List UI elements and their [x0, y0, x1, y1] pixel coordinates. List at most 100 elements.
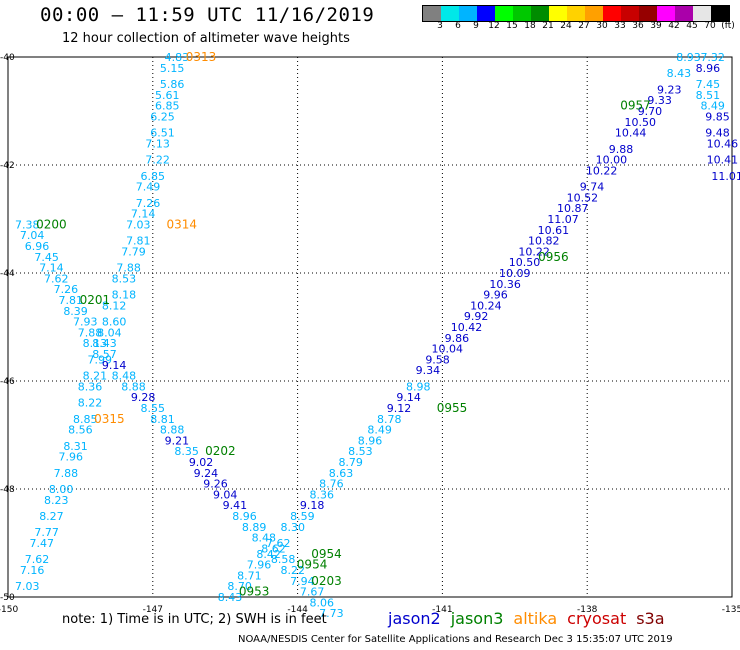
data-point-jason3: 7.04: [20, 229, 45, 242]
data-point-jason2: 8.98: [406, 380, 431, 393]
colorbar-swatch: [495, 6, 513, 21]
x-tick-label: -144: [287, 605, 308, 615]
data-point-cryosat: 8.49: [700, 100, 725, 113]
data-point-jason3: 8.48: [112, 370, 137, 383]
data-point-altika: 7.79: [121, 245, 146, 258]
colorbar-tick-label: (ft): [721, 21, 735, 31]
data-point-jason3: 9.21: [165, 434, 190, 447]
data-point-altika: 7.88: [54, 467, 79, 480]
data-point-altika: 4.83: [165, 51, 190, 64]
data-point-jason3: 8.88: [160, 424, 185, 437]
data-point-jason2: 10.22: [586, 164, 618, 177]
data-point-jason2: 9.18: [300, 499, 325, 512]
colorbar-swatch: [567, 6, 585, 21]
data-point-altika: 7.77: [34, 526, 59, 539]
colorbar: [422, 5, 730, 22]
colorbar-swatch: [693, 6, 711, 21]
data-point-jason2: 9.34: [416, 364, 441, 377]
data-point-jason2: 8.79: [338, 456, 363, 469]
colorbar-swatch: [711, 6, 729, 21]
data-point-jason3: 9.41: [223, 499, 248, 512]
data-point-jason3: 8.55: [141, 402, 166, 415]
data-point-jason3: 9.14: [102, 359, 127, 372]
data-point-jason3: 7.94: [290, 575, 315, 588]
data-point-jason2: 8.96: [358, 434, 383, 447]
chart-title: 00:00 – 11:59 UTC 11/16/2019: [40, 4, 375, 26]
plot-frame: [7, 56, 733, 598]
data-point-jason3: 8.96: [232, 510, 257, 523]
satellite-legend: jason2 jason3 altika cryosat s3a: [388, 609, 675, 628]
data-point-jason2: 9.14: [396, 391, 421, 404]
data-point-altika: 7.14: [131, 208, 156, 221]
data-point-jason3: 8.88: [121, 380, 146, 393]
data-point-jason3: 7.93: [73, 316, 98, 329]
data-point-altika: 6.85: [155, 100, 180, 113]
x-tick-label: -138: [577, 605, 598, 615]
data-point-jason2: 10.04: [431, 343, 463, 356]
legend-s3a: s3a: [636, 609, 665, 628]
colorbar-tick-label: 9: [473, 21, 479, 31]
data-point-jason2: 8.93: [676, 51, 701, 64]
data-point-jason3: 8.89: [242, 521, 267, 534]
data-point-altika: 7.47: [30, 537, 55, 550]
y-tick-label: -42: [0, 161, 15, 171]
data-point-jason2: 7.62: [266, 537, 291, 550]
time-label: 0200: [36, 217, 67, 231]
colorbar-swatch: [657, 6, 675, 21]
data-point-altika: 8.21: [83, 370, 108, 383]
colorbar-swatch: [531, 6, 549, 21]
colorbar-tick-label: 39: [650, 21, 662, 31]
data-point-jason3: 7.14: [39, 262, 64, 275]
data-point-jason3: 7.88: [78, 326, 103, 339]
colorbar-tick-label: 33: [614, 21, 626, 31]
colorbar-tick-label: 27: [578, 21, 590, 31]
data-point-altika: 7.99: [87, 353, 112, 366]
data-point-cryosat: 11.01: [711, 170, 740, 183]
time-label: 0201: [80, 293, 111, 307]
data-point-jason3: 9.26: [203, 478, 228, 491]
data-point-jason2: 10.52: [567, 191, 599, 204]
colorbar-swatch: [423, 6, 441, 21]
data-point-altika: 8.85: [73, 413, 98, 426]
data-point-altika: 7.26: [136, 197, 161, 210]
data-point-altika: 7.13: [145, 137, 170, 150]
credit-line: NOAA/NESDIS Center for Satellite Applica…: [238, 634, 673, 645]
data-point-altika: 8.60: [102, 316, 127, 329]
colorbar-tick-label: 21: [542, 21, 554, 31]
data-point-jason2: 9.86: [445, 332, 470, 345]
data-point-altika: 6.25: [150, 110, 175, 123]
data-point-jason2: 10.44: [615, 127, 647, 140]
colorbar-tick-label: 30: [596, 21, 608, 31]
colorbar-swatch: [513, 6, 531, 21]
data-point-altika: 7.16: [20, 564, 45, 577]
colorbar-swatch: [585, 6, 603, 21]
data-point-altika: 7.03: [126, 218, 151, 231]
data-point-jason2: 9.23: [657, 83, 682, 96]
colorbar-swatch: [639, 6, 657, 21]
colorbar-tick-label: 15: [506, 21, 518, 31]
data-point-cryosat: 8.96: [696, 62, 721, 75]
data-point-jason3: 8.62: [261, 542, 286, 555]
data-point-jason3: 8.39: [63, 305, 88, 318]
data-point-altika: 7.22: [145, 154, 170, 167]
data-point-altika: 7.49: [136, 181, 161, 194]
colorbar-swatch: [621, 6, 639, 21]
data-point-jason3: 8.57: [92, 348, 117, 361]
data-point-jason2: 9.92: [464, 310, 489, 323]
y-tick-label: -44: [0, 269, 15, 279]
data-point-altika: 8.27: [39, 510, 64, 523]
time-label: 0954: [297, 558, 328, 572]
data-point-jason2: 8.63: [329, 467, 354, 480]
data-point-jason3: 9.24: [194, 467, 219, 480]
data-point-jason2: 10.82: [528, 235, 560, 248]
data-point-jason3: 9.28: [131, 391, 156, 404]
colorbar-tick-label: 70: [704, 21, 716, 31]
x-tick-label: -141: [432, 605, 452, 615]
data-point-jason3: 7.38: [15, 218, 40, 231]
time-label: 0954: [311, 547, 342, 561]
colorbar-tick-label: 24: [560, 21, 572, 31]
data-point-cryosat: 9.48: [705, 127, 730, 140]
data-point-jason2: 8.76: [319, 478, 344, 491]
x-tick-label: -135: [722, 605, 740, 615]
